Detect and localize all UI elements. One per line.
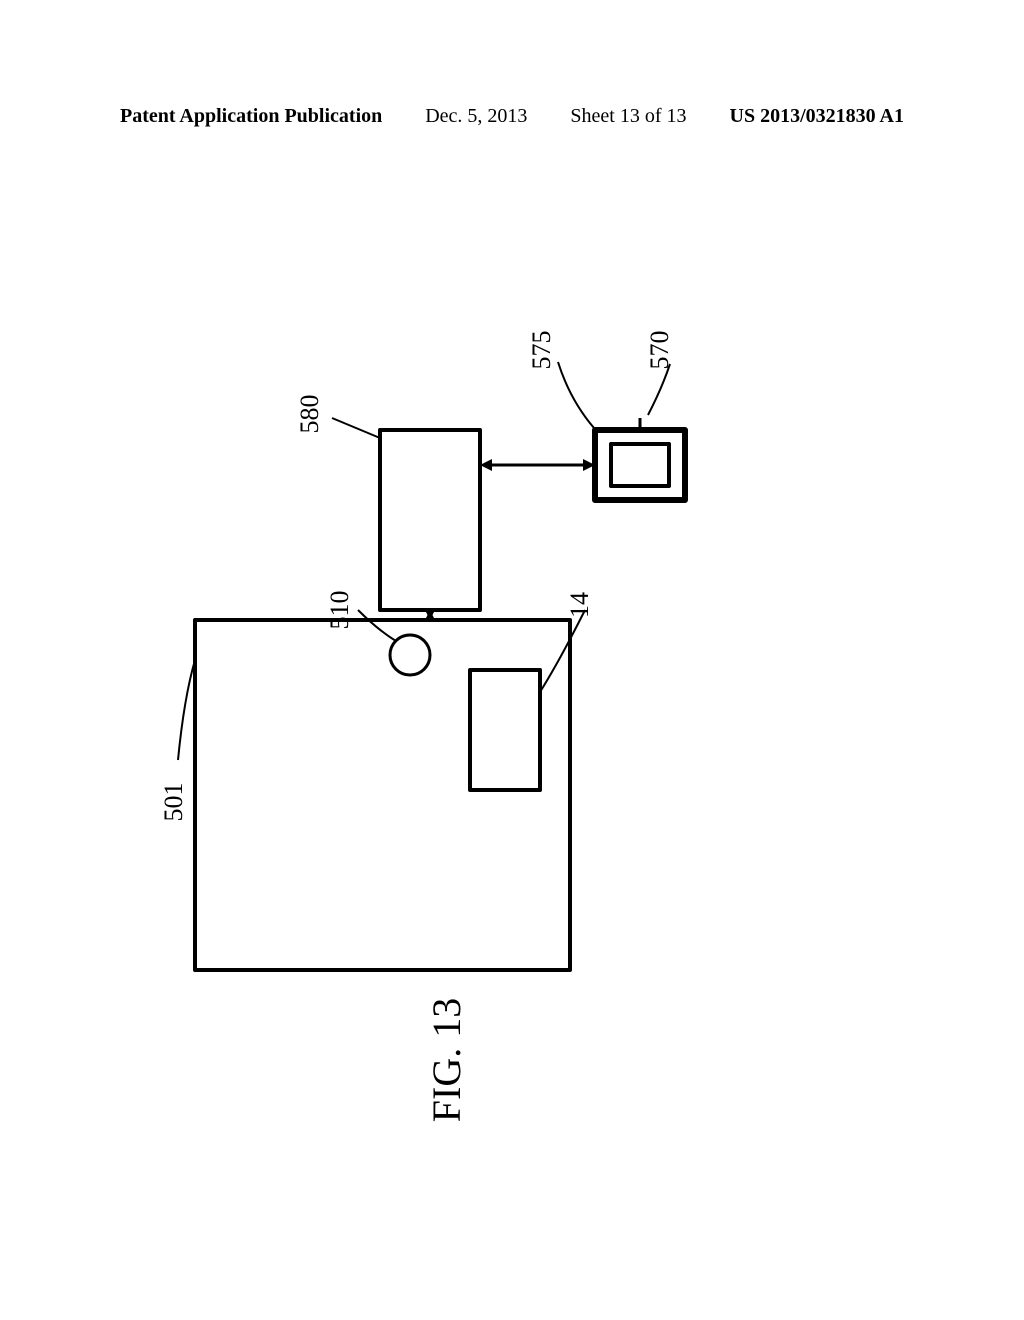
ref-501-label: 501 xyxy=(159,783,188,822)
ref-580-label: 580 xyxy=(295,395,324,434)
header-publication: Patent Application Publication xyxy=(120,105,382,128)
figure-13: 570 575 580 14 510 501 FIG. 13 xyxy=(140,260,884,1180)
box-14 xyxy=(470,670,540,790)
large-box-501 xyxy=(195,620,570,970)
ref-570-leader xyxy=(648,364,670,415)
ref-510-label: 510 xyxy=(325,591,354,630)
ref-580-leader xyxy=(332,418,380,438)
page-header: Patent Application Publication Dec. 5, 2… xyxy=(120,105,904,128)
box-outer-575 xyxy=(595,430,685,500)
box-580 xyxy=(380,430,480,610)
header-date: Dec. 5, 2013 xyxy=(425,105,527,128)
figure-caption: FIG. 13 xyxy=(424,998,469,1122)
ref-575-leader xyxy=(558,362,594,428)
box-inner-570 xyxy=(611,444,669,486)
ref-510-leader xyxy=(358,610,396,641)
ref-14-label: 14 xyxy=(565,592,594,618)
ref-14-leader xyxy=(540,610,585,692)
header-code: US 2013/0321830 A1 xyxy=(730,105,904,128)
ref-501-leader xyxy=(178,660,195,760)
ref-570-label: 570 xyxy=(645,331,674,370)
ref-575-label: 575 xyxy=(527,331,556,370)
header-sheet: Sheet 13 of 13 xyxy=(570,105,686,128)
